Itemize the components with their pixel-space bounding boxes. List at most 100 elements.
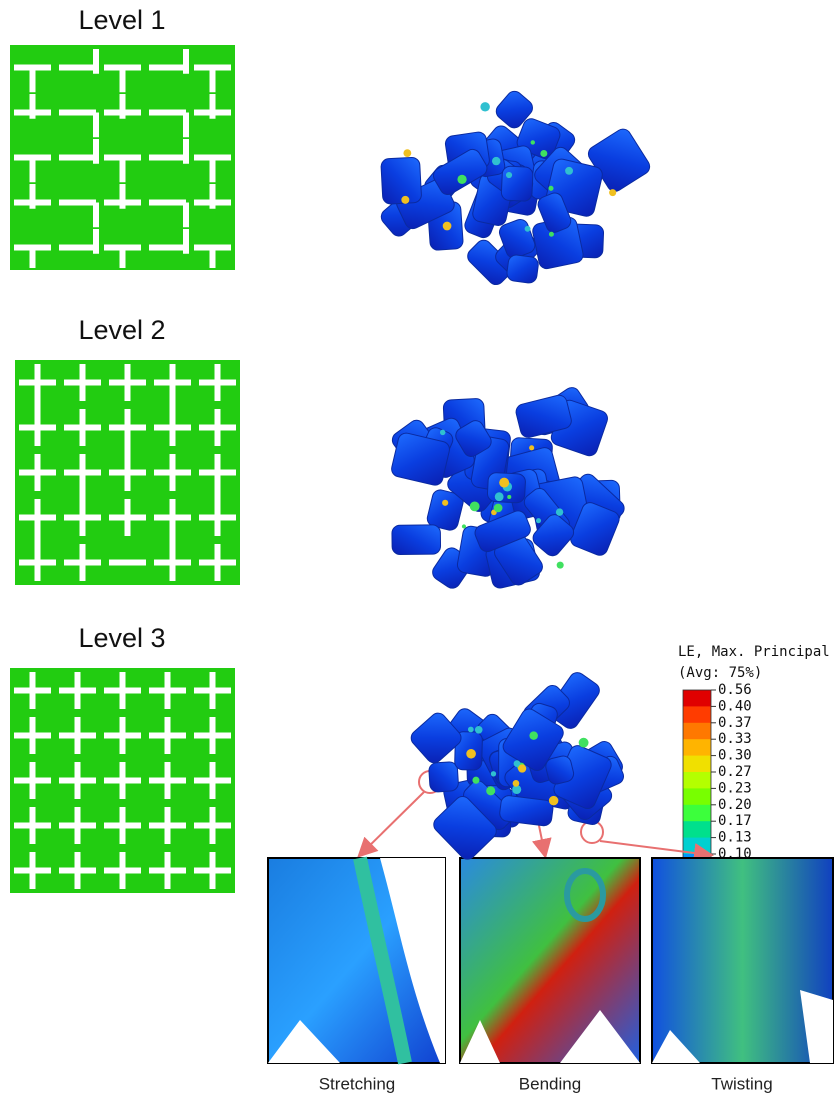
strain-spot [565,167,573,175]
slit [93,139,99,164]
slit [210,248,216,269]
slit [183,203,189,228]
ribbon [501,166,533,202]
slit [120,807,126,844]
strain-spot [549,232,554,237]
strain-spot [462,524,466,528]
slit [59,65,96,71]
strain-spot [457,175,466,184]
slit [149,65,186,71]
legend-tick-label: 0.40 [718,698,752,714]
inset-caption: Stretching [319,1074,396,1093]
slit [59,155,96,161]
slit [30,807,36,844]
slit [30,852,36,889]
slit [59,110,96,116]
ribbon [392,525,441,555]
strain-spot [506,172,512,178]
slit [149,200,186,206]
slit [93,49,99,74]
slit [75,762,81,799]
slit [59,245,96,251]
slit [210,717,216,754]
level-label: Level 2 [78,315,165,345]
slit [210,158,216,183]
strain-spot [507,495,511,499]
slit [30,248,36,269]
colorbar-segment [683,739,711,756]
slit [80,364,86,401]
slit [210,68,216,93]
strain-spot [494,504,503,513]
arrow [360,792,424,855]
slit [120,68,126,93]
structure-render [408,669,626,862]
legend-tick-label: 0.27 [718,764,752,780]
strain-spot [466,749,476,759]
slit [215,499,221,536]
legend-tick-label: 0.17 [718,813,752,829]
strain-spot [475,726,483,734]
slit [210,852,216,889]
slit [120,762,126,799]
colorbar-segment [683,821,711,838]
slit [80,409,86,446]
slit [165,807,171,844]
slit [120,184,126,209]
slit [80,499,86,536]
strain-spot [531,140,535,144]
slit [75,807,81,844]
colorbar-segment [683,706,711,723]
slit [125,454,131,491]
slit [80,544,86,581]
slit [149,110,186,116]
legend-tick-label: 0.13 [718,830,752,846]
strain-spot [518,764,526,772]
strain-spot [529,731,538,740]
strain-spot [401,196,409,204]
slit [30,94,36,119]
slit [120,248,126,269]
strain-spot [525,226,531,232]
slit [75,717,81,754]
colorbar-segment [683,723,711,740]
slit [170,409,176,446]
slit [170,544,176,581]
strain-spot [472,777,479,784]
legend-tick-label: 0.56 [718,682,752,698]
inset-caption: Bending [519,1074,581,1093]
structure-render [378,88,653,288]
slit [75,852,81,889]
colorbar-segment [683,772,711,789]
ribbon [506,254,539,284]
slit [120,158,126,183]
slit [120,94,126,119]
slit [210,762,216,799]
slit [183,49,189,74]
strain-spot [513,780,520,787]
slit [75,672,81,709]
slit [183,139,189,164]
strain-spot [492,157,500,165]
strain-spot [549,796,558,805]
slit [165,717,171,754]
slit [30,672,36,709]
slit [93,229,99,254]
slit [109,560,146,566]
slit [30,762,36,799]
slit [35,544,41,581]
slit [165,672,171,709]
strain-spot [499,478,509,488]
legend-tick-label: 0.23 [718,780,752,796]
slit [210,807,216,844]
pattern-square [10,668,235,893]
legend-tick-label: 0.33 [718,731,752,747]
slit [210,184,216,209]
strain-spot [491,771,496,776]
strain-spot [540,150,547,157]
slit [149,245,186,251]
strain-spot [480,102,489,111]
slit [30,158,36,183]
slit [215,364,221,401]
colorbar-segment [683,805,711,822]
